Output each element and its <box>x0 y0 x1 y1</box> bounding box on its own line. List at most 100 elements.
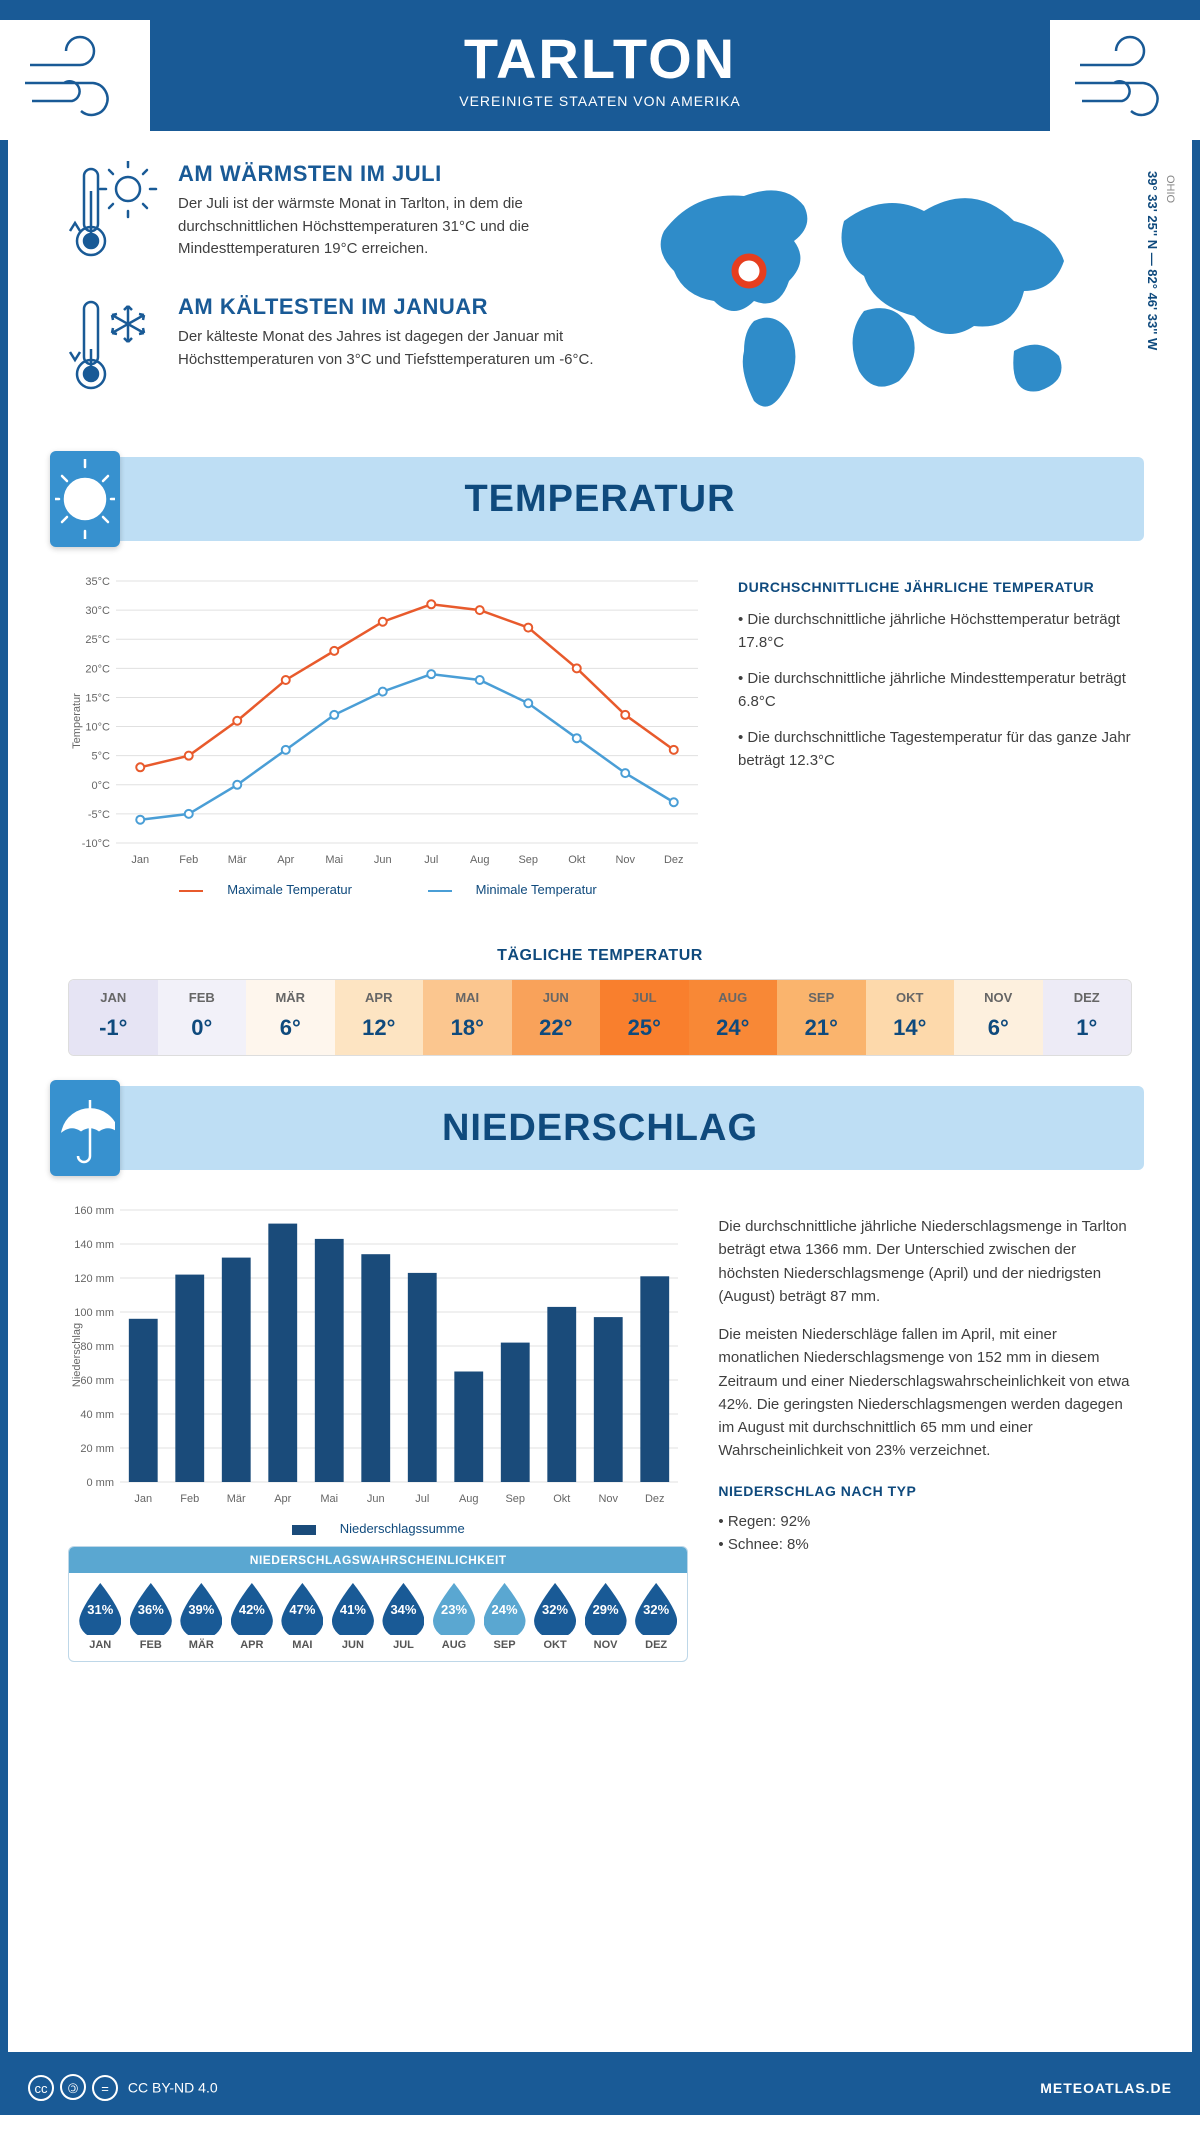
precip-probability-cell: 29%NOV <box>582 1583 629 1651</box>
daily-temp-cell: APR12° <box>335 980 424 1055</box>
section-temperature-header: TEMPERATUR <box>56 457 1144 541</box>
daily-temp-cell: JAN-1° <box>69 980 158 1055</box>
svg-text:Jul: Jul <box>415 1493 429 1505</box>
svg-text:10°C: 10°C <box>85 722 110 734</box>
precip-type-heading: NIEDERSCHLAG NACH TYP <box>718 1481 1132 1503</box>
temperature-legend: Maximale Temperatur Minimale Temperatur <box>68 882 708 897</box>
svg-text:-10°C: -10°C <box>82 838 110 850</box>
thermometer-sun-icon <box>68 161 158 266</box>
footer: cc🄯= CC BY-ND 4.0 METEOATLAS.DE <box>0 2060 1200 2115</box>
license-text: CC BY-ND 4.0 <box>128 2080 218 2096</box>
wind-icon-right <box>1050 20 1200 140</box>
section-precipitation-header: NIEDERSCHLAG <box>56 1086 1144 1170</box>
svg-text:160 mm: 160 mm <box>74 1205 114 1217</box>
svg-text:Mär: Mär <box>227 1493 246 1505</box>
svg-text:20 mm: 20 mm <box>80 1443 114 1455</box>
precipitation-bar-chart: 0 mm20 mm40 mm60 mm80 mm100 mm120 mm140 … <box>68 1200 688 1510</box>
precip-probability-cell: 32%OKT <box>532 1583 579 1651</box>
temperature-line-chart: -10°C-5°C0°C5°C10°C15°C20°C25°C30°C35°CJ… <box>68 571 708 871</box>
precip-probability-cell: 34%JUL <box>380 1583 427 1651</box>
fact-coldest: AM KÄLTESTEN IM JANUAR Der kälteste Mona… <box>68 294 604 399</box>
precip-probability-cell: 47%MAI <box>279 1583 326 1651</box>
header: TARLTON VEREINIGTE STAATEN VON AMERIKA <box>8 8 1192 131</box>
svg-text:35°C: 35°C <box>85 576 110 588</box>
coordinates: 39° 33' 25'' N — 82° 46' 33'' W <box>1145 171 1160 350</box>
page-title: TARLTON <box>8 26 1192 91</box>
fact-warmest: AM WÄRMSTEN IM JULI Der Juli ist der wär… <box>68 161 604 266</box>
svg-text:Aug: Aug <box>470 854 490 866</box>
daily-temp-cell: SEP21° <box>777 980 866 1055</box>
thermometer-snow-icon <box>68 294 158 399</box>
svg-text:40 mm: 40 mm <box>80 1409 114 1421</box>
svg-text:Mär: Mär <box>228 854 247 866</box>
fact-cold-text: Der kälteste Monat des Jahres ist dagege… <box>178 326 604 371</box>
svg-text:Feb: Feb <box>179 854 198 866</box>
svg-text:Sep: Sep <box>518 854 538 866</box>
precip-probability-cell: 42%APR <box>229 1583 276 1651</box>
wind-icon-left <box>0 20 150 140</box>
precip-type-bullet: • Regen: 92% <box>718 1510 1132 1533</box>
svg-text:Apr: Apr <box>277 854 294 866</box>
precip-probability-cell: 31%JAN <box>77 1583 124 1651</box>
precip-paragraph-1: Die durchschnittliche jährliche Niedersc… <box>718 1215 1132 1308</box>
svg-text:Niederschlag: Niederschlag <box>71 1323 83 1387</box>
precipitation-legend: Niederschlagssumme <box>68 1521 688 1536</box>
temp-info-bullet: • Die durchschnittliche jährliche Höchst… <box>738 609 1132 654</box>
svg-text:Okt: Okt <box>568 854 585 866</box>
region-label: OHIO <box>1164 175 1176 203</box>
svg-text:20°C: 20°C <box>85 663 110 675</box>
svg-text:15°C: 15°C <box>85 692 110 704</box>
fact-cold-title: AM KÄLTESTEN IM JANUAR <box>178 294 604 320</box>
precip-paragraph-2: Die meisten Niederschläge fallen im Apri… <box>718 1323 1132 1463</box>
precipitation-probability-box: NIEDERSCHLAGSWAHRSCHEINLICHKEIT 31%JAN36… <box>68 1546 688 1662</box>
svg-text:Nov: Nov <box>615 854 635 866</box>
daily-temp-cell: JUN22° <box>512 980 601 1055</box>
precip-probability-cell: 24%SEP <box>481 1583 528 1651</box>
precip-probability-cell: 39%MÄR <box>178 1583 225 1651</box>
daily-temperature-table: JAN-1°FEB0°MÄR6°APR12°MAI18°JUN22°JUL25°… <box>68 979 1132 1056</box>
svg-text:Jul: Jul <box>424 854 438 866</box>
precip-probability-cell: 36%FEB <box>128 1583 175 1651</box>
svg-text:25°C: 25°C <box>85 634 110 646</box>
svg-text:Feb: Feb <box>180 1493 199 1505</box>
page-subtitle: VEREINIGTE STAATEN VON AMERIKA <box>8 93 1192 109</box>
svg-text:60 mm: 60 mm <box>80 1375 114 1387</box>
svg-text:Jun: Jun <box>374 854 392 866</box>
probability-title: NIEDERSCHLAGSWAHRSCHEINLICHKEIT <box>69 1547 687 1573</box>
svg-text:Jan: Jan <box>134 1493 152 1505</box>
svg-text:-5°C: -5°C <box>88 809 110 821</box>
svg-text:Temperatur: Temperatur <box>71 693 83 749</box>
daily-temp-cell: OKT14° <box>866 980 955 1055</box>
fact-warm-title: AM WÄRMSTEN IM JULI <box>178 161 604 187</box>
svg-text:Jun: Jun <box>367 1493 385 1505</box>
svg-text:Okt: Okt <box>553 1493 570 1505</box>
daily-temp-cell: MÄR6° <box>246 980 335 1055</box>
temp-info-bullet: • Die durchschnittliche Tagestemperatur … <box>738 727 1132 772</box>
svg-text:140 mm: 140 mm <box>74 1239 114 1251</box>
precipitation-heading: NIEDERSCHLAG <box>442 1107 758 1150</box>
svg-text:Sep: Sep <box>505 1493 525 1505</box>
world-map: 39° 33' 25'' N — 82° 46' 33'' W OHIO <box>644 161 1132 427</box>
temp-info-heading: DURCHSCHNITTLICHE JÄHRLICHE TEMPERATUR <box>738 579 1132 595</box>
temp-info-bullet: • Die durchschnittliche jährliche Mindes… <box>738 668 1132 713</box>
svg-text:30°C: 30°C <box>85 605 110 617</box>
fact-warm-text: Der Juli ist der wärmste Monat in Tarlto… <box>178 193 604 261</box>
daily-temp-cell: JUL25° <box>600 980 689 1055</box>
svg-text:Mai: Mai <box>325 854 343 866</box>
precip-probability-cell: 41%JUN <box>330 1583 377 1651</box>
svg-text:100 mm: 100 mm <box>74 1307 114 1319</box>
svg-text:Dez: Dez <box>664 854 684 866</box>
daily-temperature-title: TÄGLICHE TEMPERATUR <box>8 947 1192 965</box>
svg-text:80 mm: 80 mm <box>80 1341 114 1353</box>
daily-temp-cell: MAI18° <box>423 980 512 1055</box>
umbrella-icon <box>50 1080 120 1176</box>
precip-type-bullet: • Schnee: 8% <box>718 1533 1132 1556</box>
svg-text:120 mm: 120 mm <box>74 1273 114 1285</box>
daily-temp-cell: NOV6° <box>954 980 1043 1055</box>
svg-text:Nov: Nov <box>598 1493 618 1505</box>
precip-probability-cell: 32%DEZ <box>633 1583 680 1651</box>
daily-temp-cell: DEZ1° <box>1043 980 1132 1055</box>
svg-text:Aug: Aug <box>459 1493 479 1505</box>
daily-temp-cell: FEB0° <box>158 980 247 1055</box>
svg-text:Apr: Apr <box>274 1493 291 1505</box>
